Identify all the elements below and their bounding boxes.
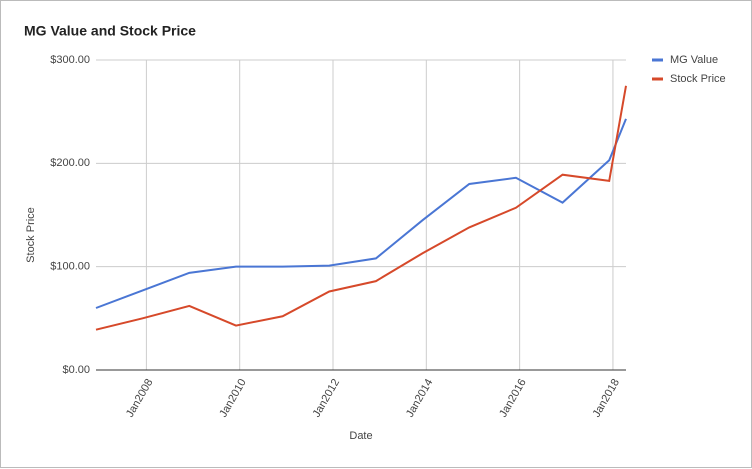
y-axis-title: Stock Price [25,207,37,263]
y-tick-label: $200.00 [50,157,90,169]
chart-title: MG Value and Stock Price [24,23,196,39]
y-tick-label: $300.00 [50,54,90,66]
legend-label: Stock Price [670,73,726,85]
data-line [95,85,627,331]
x-axis-title: Date [349,430,372,442]
y-tick-label: $100.00 [50,261,90,273]
data-line [95,118,627,309]
legend-label: MG Value [670,54,718,66]
y-tick-label: $0.00 [62,364,90,376]
